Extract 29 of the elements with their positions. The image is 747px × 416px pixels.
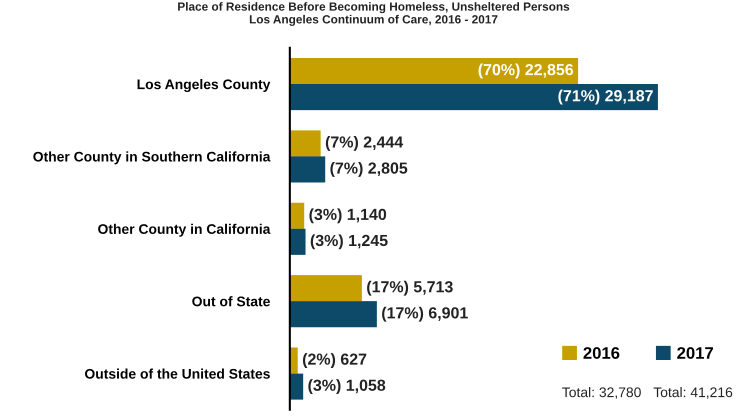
- bar: [290, 228, 306, 255]
- y-tick-label: Other County in California: [98, 224, 270, 237]
- legend-label: 2017: [677, 347, 713, 359]
- data-label: (3%) 1,140: [309, 208, 386, 224]
- data-label: (17%) 6,901: [382, 306, 468, 322]
- data-label: (70%) 22,856: [478, 64, 574, 78]
- bar: [290, 58, 578, 84]
- y-tick-label: Outside of the United States: [85, 368, 270, 379]
- legend-label: 2016: [583, 347, 620, 359]
- data-label: (7%) 2,444: [326, 136, 404, 151]
- bar: [290, 275, 362, 302]
- bar: [290, 202, 304, 229]
- bar: [290, 130, 321, 156]
- annotation: Total: 41,216: [654, 387, 732, 399]
- chart-title: Place of Residence Before Becoming Homeless, Unsheltered Persons Los Angeles Continuum of Care, 2016 - 2017: [178, 2, 570, 26]
- bar: [290, 156, 326, 182]
- bar: [290, 374, 304, 400]
- data-label: (3%) 1,058: [308, 379, 386, 394]
- y-tick-label: Los Angeles County: [138, 79, 270, 92]
- data-label: (71%) 29,187: [558, 90, 653, 105]
- data-label: (3%) 1,245: [310, 234, 388, 250]
- bar: [290, 84, 658, 110]
- data-label: (2%) 627: [302, 353, 366, 368]
- data-label: (7%) 2,805: [330, 162, 408, 177]
- bar: [290, 301, 377, 328]
- data-label: (17%) 5,713: [367, 280, 453, 296]
- annotation: Total: 32,780: [562, 387, 641, 399]
- y-tick-label: Out of State: [192, 296, 270, 306]
- y-tick-label: Other County in Southern California: [33, 151, 270, 164]
